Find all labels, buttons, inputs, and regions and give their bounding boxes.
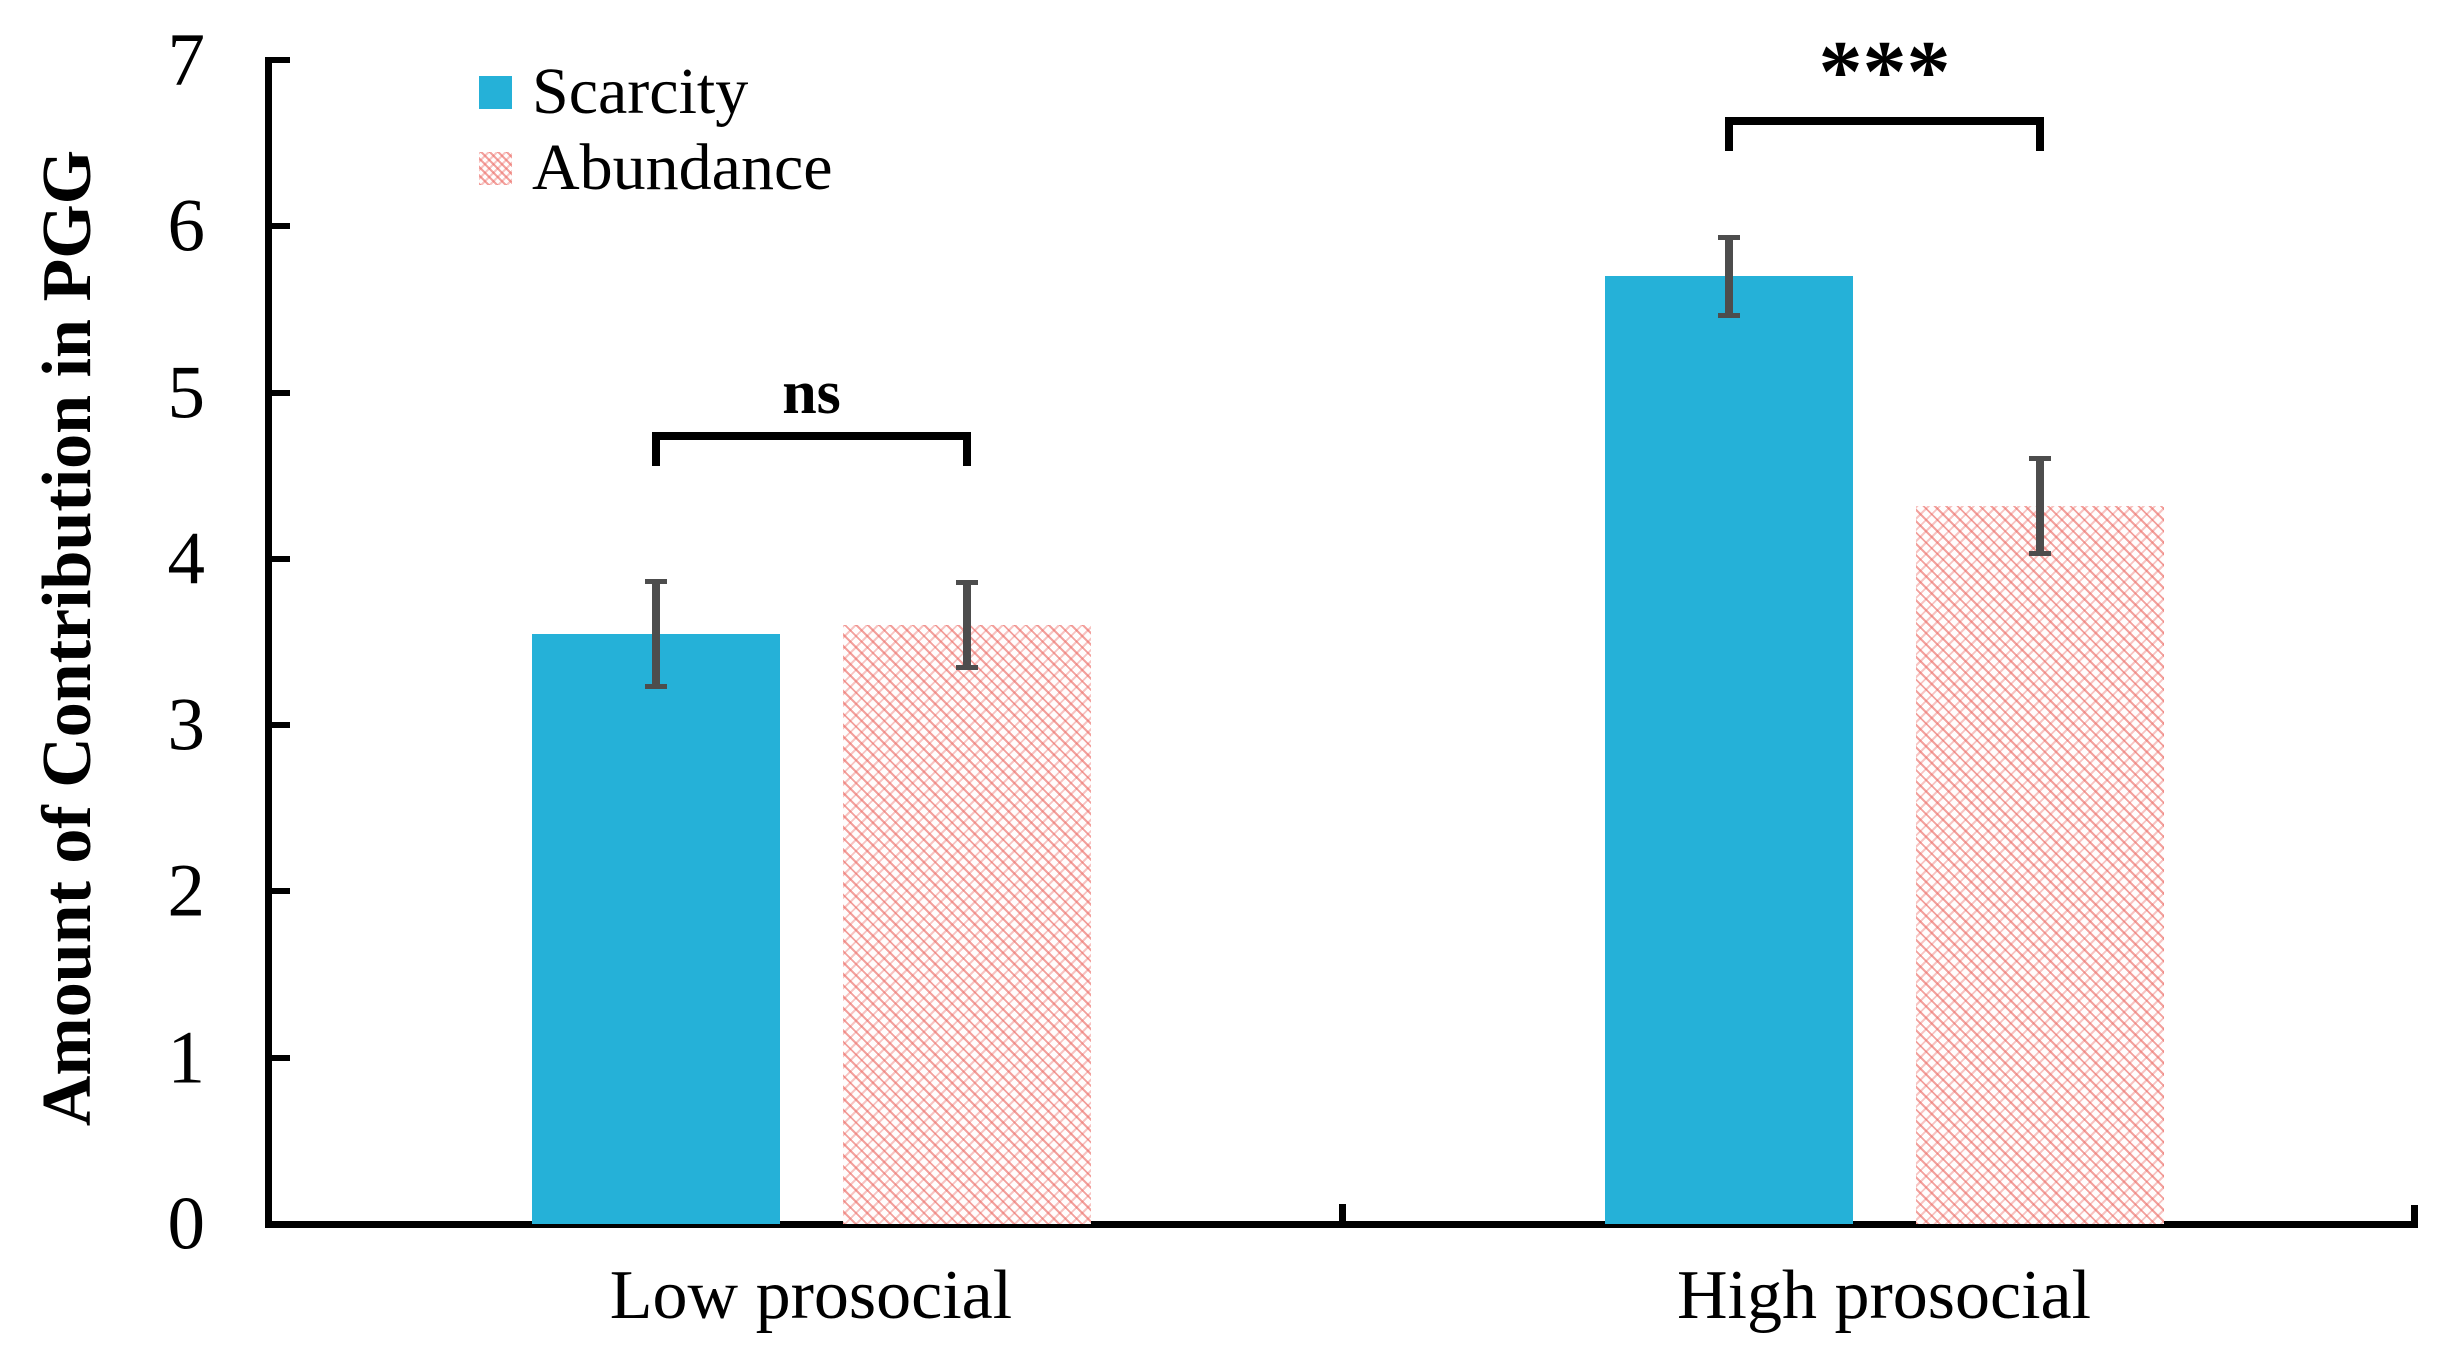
error-bar-cap <box>1718 313 1740 318</box>
y-tick-mark <box>272 722 290 728</box>
significance-bracket <box>1725 117 2044 151</box>
y-tick-mark <box>272 888 290 894</box>
y-tick-label: 0 <box>167 1182 206 1266</box>
y-tick-mark <box>272 57 290 63</box>
error-bar-cap <box>1718 235 1740 240</box>
x-axis-end-tick <box>2411 1205 2418 1221</box>
legend: Scarcity Abundance <box>479 59 833 224</box>
y-tick-label: 1 <box>167 1016 206 1100</box>
y-tick-label: 3 <box>167 683 206 767</box>
error-bar-cap <box>645 579 667 584</box>
legend-item-abundance: Abundance <box>479 135 833 201</box>
bar-high-prosocial-scarcity <box>1605 276 1853 1224</box>
legend-item-scarcity: Scarcity <box>479 59 833 125</box>
error-bar <box>652 579 660 689</box>
error-bar-cap <box>2029 456 2051 461</box>
y-axis-line <box>265 57 272 1228</box>
y-tick-mark <box>272 390 290 396</box>
error-bar-cap <box>2029 551 2051 556</box>
significance-label: ns <box>782 359 841 427</box>
legend-label: Abundance <box>532 131 833 204</box>
y-tick-label: 6 <box>167 184 206 268</box>
x-axis-group-divider-tick <box>1339 1204 1346 1221</box>
error-bar-cap <box>956 665 978 670</box>
y-tick-label: 7 <box>167 18 206 102</box>
error-bar <box>1725 235 1733 318</box>
y-tick-label: 2 <box>167 849 206 933</box>
scarcity-swatch-icon <box>479 75 512 109</box>
bar-low-prosocial-abundance <box>843 625 1091 1224</box>
y-tick-label: 4 <box>167 517 206 601</box>
y-tick-mark <box>272 556 290 562</box>
bar-low-prosocial-scarcity <box>532 634 780 1224</box>
significance-label: *** <box>1818 24 1951 121</box>
x-axis-line <box>265 1221 2418 1228</box>
error-bar <box>2036 456 2044 556</box>
x-axis-label-low-prosocial: Low prosocial <box>609 1257 1013 1334</box>
y-tick-label: 5 <box>167 351 206 435</box>
bar-high-prosocial-abundance <box>1916 506 2164 1224</box>
abundance-swatch-icon <box>479 151 512 185</box>
x-axis-label-high-prosocial: High prosocial <box>1676 1257 2092 1334</box>
legend-label: Scarcity <box>532 55 749 128</box>
y-tick-mark <box>272 1055 290 1061</box>
error-bar-cap <box>956 580 978 585</box>
significance-bracket <box>652 432 971 466</box>
error-bar <box>963 580 971 670</box>
error-bar-cap <box>645 684 667 689</box>
y-tick-mark <box>272 223 290 229</box>
